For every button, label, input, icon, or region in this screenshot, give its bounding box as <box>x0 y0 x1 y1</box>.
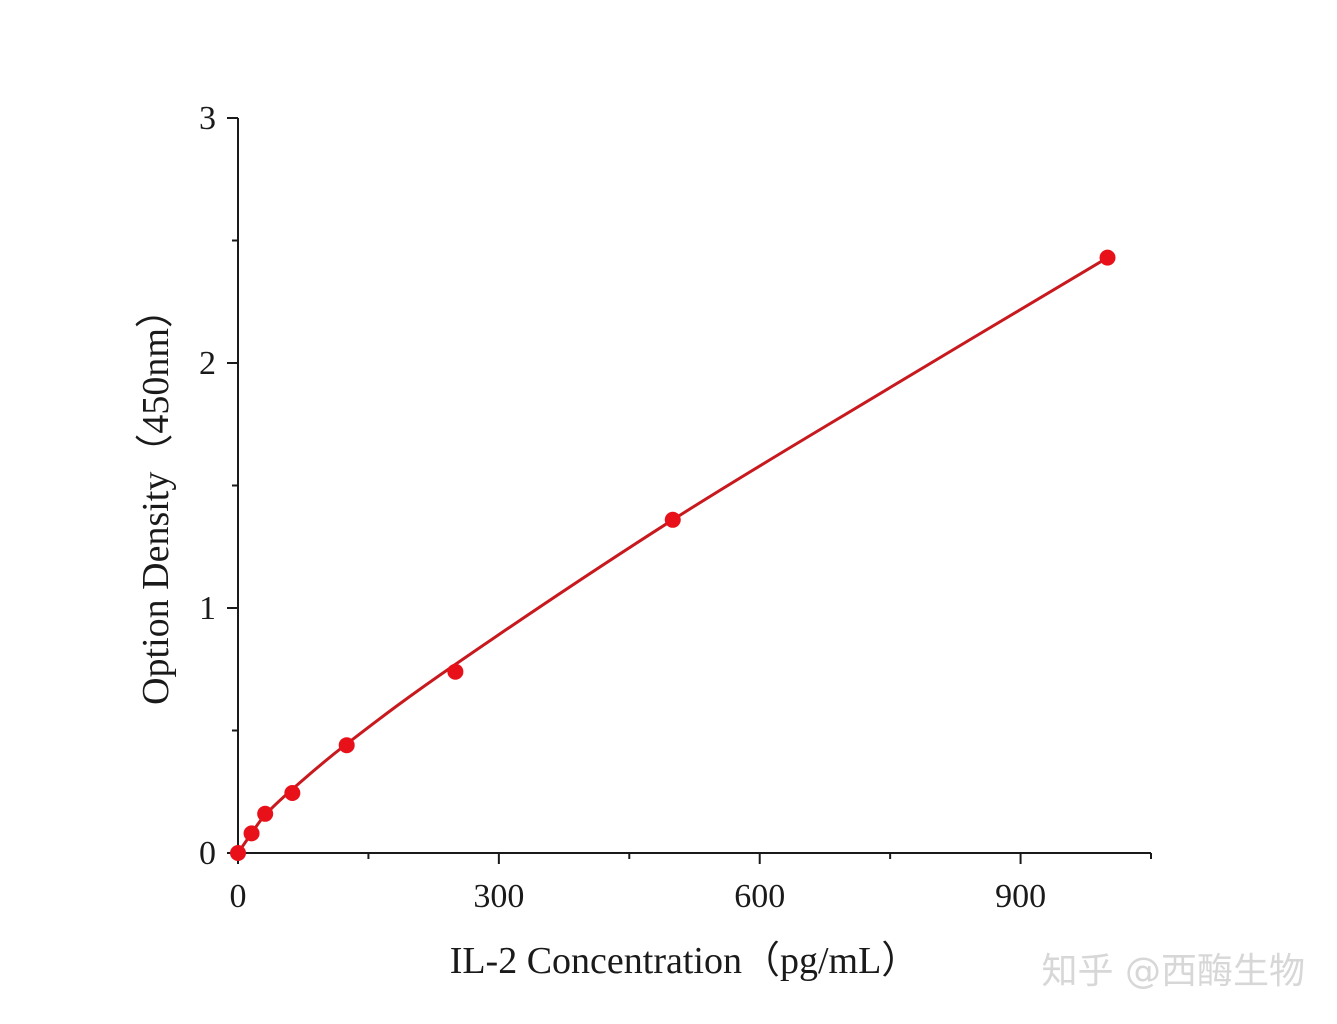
data-point <box>243 825 260 842</box>
data-point <box>284 784 301 801</box>
fit-curve-line <box>236 256 1109 854</box>
y-tick-label: 1 <box>199 590 216 627</box>
data-point <box>257 805 274 822</box>
data-point <box>338 737 355 754</box>
data-point <box>447 663 464 680</box>
x-tick-label: 300 <box>473 878 524 915</box>
axes <box>237 118 1151 854</box>
x-tick-label: 600 <box>734 878 785 915</box>
data-point <box>664 511 681 528</box>
x-tick-label: 900 <box>995 878 1046 915</box>
y-tick-label: 3 <box>199 100 216 137</box>
watermark-text: 知乎 @西酶生物 <box>1041 951 1305 992</box>
x-axis-title: IL-2 Concentration（pg/mL） <box>450 940 920 982</box>
data-point <box>230 845 246 861</box>
x-tick-label: 0 <box>230 878 247 915</box>
ticks <box>227 117 1152 864</box>
y-tick-label: 0 <box>199 835 216 872</box>
y-tick-label: 2 <box>199 345 216 382</box>
data-point <box>1099 249 1116 266</box>
data-points <box>230 249 1116 861</box>
tick-labels: 0 300 600 900 0 1 2 3 <box>199 100 1046 915</box>
y-axis-title: Option Density（450nm） <box>135 290 177 705</box>
